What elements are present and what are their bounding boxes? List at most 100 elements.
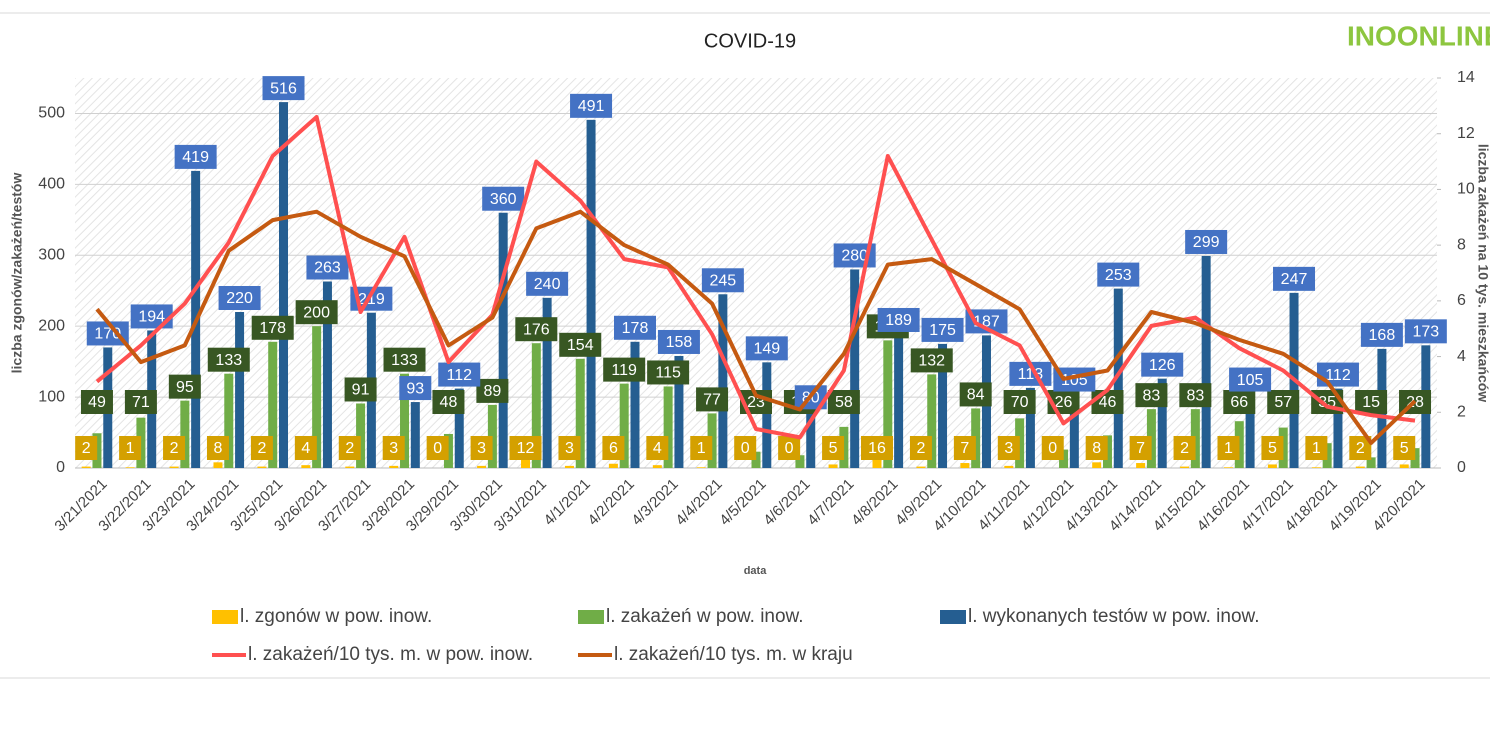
bar [1069,393,1079,468]
data-label-box [426,436,449,460]
data-label-box [1041,436,1064,460]
data-label: 253 [1105,267,1132,284]
data-label-box [701,268,744,293]
data-label-box [613,315,656,340]
data-label-box [1091,390,1124,414]
bar [674,355,684,468]
data-label: 240 [534,276,561,293]
data-label: 0 [433,440,442,457]
data-label: 245 [710,272,737,289]
data-label-box [1261,436,1284,460]
bar [663,386,673,468]
legend-swatch [578,610,604,624]
x-axis-label: data [744,565,768,577]
bar [345,466,355,468]
data-label: 77 [703,392,721,409]
data-label-box [1229,367,1272,392]
line [95,209,1417,445]
data-label-box [1267,390,1300,414]
data-label-box [526,271,569,296]
data-label-box [1179,383,1212,408]
data-label: 1 [126,440,135,457]
bar [586,119,596,468]
bar [1113,288,1123,468]
data-label-box [251,315,294,340]
bar [718,294,728,468]
data-label-box [482,186,525,211]
data-label-box [1355,390,1388,414]
bar [1136,463,1146,468]
y2-tick-label: 14 [1457,69,1475,86]
data-label: 8 [1092,440,1101,457]
bar [696,467,706,468]
data-label-box [696,387,729,412]
bar [521,459,531,468]
data-label: 2 [257,440,266,457]
data-label: 158 [666,334,693,351]
data-label: 71 [132,394,150,411]
data-label: 178 [259,320,286,337]
data-label: 149 [753,341,780,358]
data-label-box [1129,436,1152,460]
data-label: 84 [967,387,985,404]
data-label: 2 [1180,440,1189,457]
x-tick-label: 4/7/2021 [804,476,857,529]
data-label: 48 [440,394,458,411]
y2-axis-label: liczba zakażeń na 10 tys. mieszkańców [1475,144,1490,402]
data-label-box [602,436,625,460]
data-label: 3 [1004,440,1013,457]
data-label-box [262,76,305,101]
bar [564,465,574,468]
data-label: 5 [829,440,838,457]
data-label: 115 [655,365,681,382]
data-label: 66 [1230,394,1248,411]
data-label-box [206,436,229,460]
data-label: 360 [490,191,517,208]
bar [630,341,640,468]
data-label-box [1173,436,1196,460]
data-label: 4 [301,440,310,457]
data-label-box [877,307,920,332]
bar [400,373,410,468]
y2-tick-label: 6 [1457,292,1466,309]
data-label: 7 [1136,440,1145,457]
bar [1157,378,1167,468]
bar [1025,387,1035,468]
data-label: 2 [916,440,925,457]
data-label: 5 [1268,440,1277,457]
data-label-box [1360,322,1403,347]
bar [916,466,926,468]
data-label: 168 [1369,327,1396,344]
data-label: 2 [82,440,91,457]
data-label: 49 [88,394,106,411]
y2-tick-label: 10 [1457,181,1475,198]
data-label: 7 [960,440,969,457]
data-label-box [438,362,481,387]
data-label-box [1349,436,1372,460]
data-label: 178 [622,320,649,337]
bar [1092,462,1102,468]
y2-tick-label: 2 [1457,404,1466,421]
y-tick-label: 0 [56,459,65,476]
data-label: 112 [446,367,472,384]
data-label: 12 [517,440,535,457]
data-label-box [1217,436,1240,460]
data-label-box [603,357,646,382]
bar [312,326,322,468]
data-label: 15 [1362,394,1380,411]
x-tick-label: 4/6/2021 [760,476,813,529]
data-label: 2 [1356,440,1365,457]
legend-label: l. zakażeń/10 tys. m. w kraju [614,644,853,665]
data-label: 91 [352,382,370,399]
bar [762,362,772,468]
data-label: 0 [1048,440,1057,457]
x-tick-label: 4/2/2021 [585,476,638,529]
data-label: 194 [138,309,165,326]
data-label-box [344,377,377,402]
bar [356,403,366,468]
data-label: 1 [1312,440,1321,457]
data-label: 3 [389,440,398,457]
data-label: 83 [1143,387,1161,404]
data-label: 5 [1400,440,1409,457]
data-label-box [1003,390,1036,414]
